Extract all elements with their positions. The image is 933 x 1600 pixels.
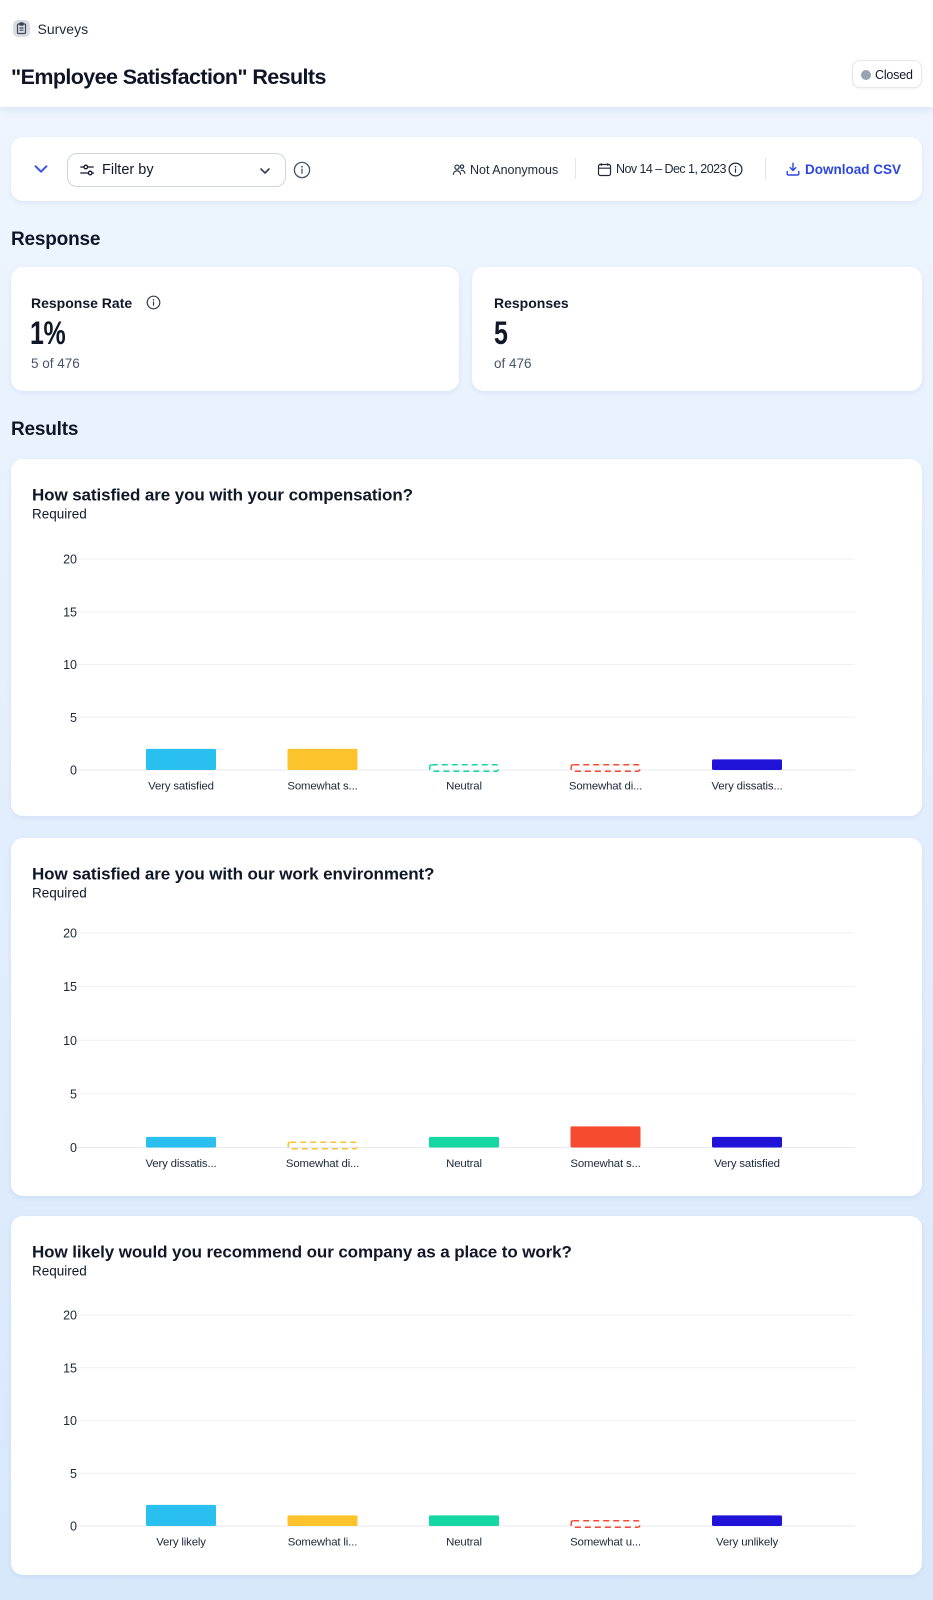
svg-text:Somewhat li...: Somewhat li... [288, 1537, 357, 1549]
svg-text:Required: Required [32, 886, 87, 901]
svg-text:15: 15 [63, 1361, 77, 1375]
svg-text:Very unlikely: Very unlikely [716, 1537, 778, 1549]
svg-text:0: 0 [70, 764, 77, 778]
svg-text:Very dissatis...: Very dissatis... [145, 1158, 216, 1170]
svg-text:20: 20 [63, 927, 77, 941]
svg-text:How satisfied are you with you: How satisfied are you with your compensa… [32, 486, 413, 505]
svg-text:How likely would you recommend: How likely would you recommend our compa… [32, 1243, 572, 1262]
svg-text:Required: Required [32, 507, 87, 522]
svg-text:Very likely: Very likely [156, 1537, 206, 1549]
svg-text:Very dissatis...: Very dissatis... [711, 781, 782, 793]
svg-text:20: 20 [63, 553, 77, 567]
svg-text:Neutral: Neutral [446, 1158, 482, 1170]
svg-text:10: 10 [63, 1034, 77, 1048]
svg-text:Very satisfied: Very satisfied [714, 1158, 780, 1170]
svg-text:0: 0 [70, 1520, 77, 1534]
svg-text:5: 5 [70, 711, 77, 725]
svg-text:Somewhat s...: Somewhat s... [570, 1158, 640, 1170]
svg-text:15: 15 [63, 605, 77, 619]
svg-text:10: 10 [63, 658, 77, 672]
svg-text:15: 15 [63, 980, 77, 994]
svg-text:Neutral: Neutral [446, 781, 482, 793]
svg-text:Very satisfied: Very satisfied [148, 781, 214, 793]
svg-text:0: 0 [70, 1141, 77, 1155]
svg-text:10: 10 [63, 1414, 77, 1428]
svg-text:5: 5 [70, 1467, 77, 1481]
svg-text:Somewhat s...: Somewhat s... [287, 781, 357, 793]
svg-text:5: 5 [70, 1087, 77, 1101]
svg-text:20: 20 [63, 1309, 77, 1323]
svg-text:How satisfied are you with our: How satisfied are you with our work envi… [32, 865, 434, 884]
svg-text:Required: Required [32, 1264, 87, 1279]
svg-text:Somewhat di...: Somewhat di... [286, 1158, 359, 1170]
svg-text:Somewhat di...: Somewhat di... [569, 781, 642, 793]
svg-text:Neutral: Neutral [446, 1537, 482, 1549]
svg-text:Somewhat u...: Somewhat u... [570, 1537, 641, 1549]
